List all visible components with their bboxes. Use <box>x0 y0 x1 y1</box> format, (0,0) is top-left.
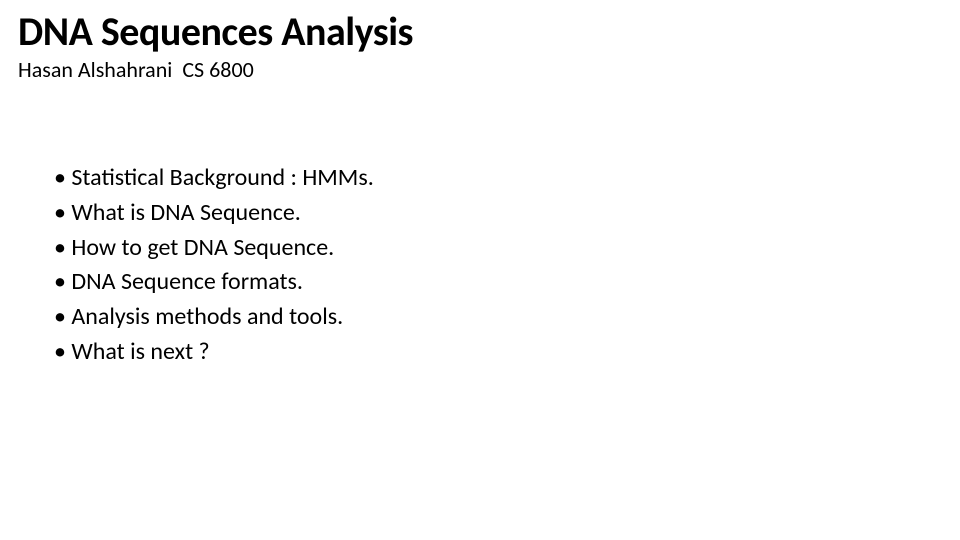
course-code: CS 6800 <box>182 56 253 83</box>
slide-subtitle: Hasan Alshahrani CS 6800 <box>18 56 942 83</box>
list-item: How to get DNA Sequence. <box>54 231 942 266</box>
list-item: What is DNA Sequence. <box>54 196 942 231</box>
list-item: What is next ? <box>54 335 942 370</box>
author-name: Hasan Alshahrani <box>18 56 172 83</box>
slide: DNA Sequences Analysis Hasan Alshahrani C… <box>0 0 960 540</box>
slide-title: DNA Sequences Analysis <box>18 10 942 54</box>
list-item: DNA Sequence formats. <box>54 265 942 300</box>
bullet-list: Statistical Background : HMMs. What is D… <box>54 161 942 370</box>
list-item: Analysis methods and tools. <box>54 300 942 335</box>
list-item: Statistical Background : HMMs. <box>54 161 942 196</box>
